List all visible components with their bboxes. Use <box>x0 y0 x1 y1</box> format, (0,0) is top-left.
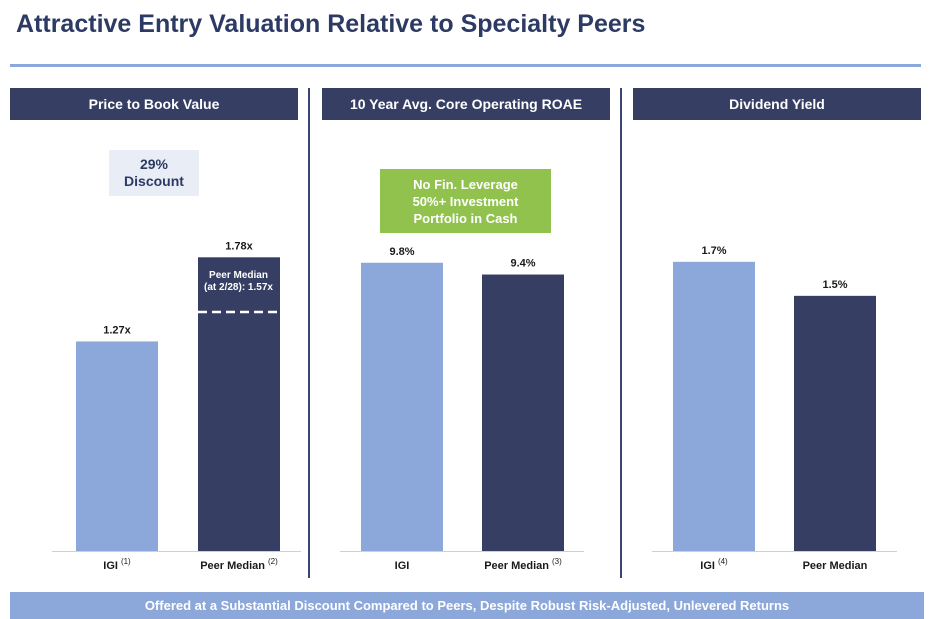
panel-divider-1 <box>308 88 310 578</box>
bar-igi <box>76 341 158 551</box>
category-label: Peer Median <box>803 560 868 572</box>
title-rule <box>10 64 921 67</box>
data-label: 1.78x <box>225 240 253 252</box>
bar-peer-median <box>794 295 876 551</box>
peer-median-note-line-1: Peer Median <box>209 270 268 281</box>
leverage-callout-line-3: Portfolio in Cash <box>413 210 518 226</box>
data-label: 9.4% <box>510 258 535 270</box>
discount-callout-value: 29% <box>139 156 169 172</box>
peer-median-note-line-2: (at 2/28): 1.57x <box>204 282 273 293</box>
data-label: 1.5% <box>822 279 847 291</box>
footnote-marker: (4) <box>718 557 728 566</box>
category-label: Peer Median (2) <box>200 557 278 572</box>
leverage-callout-line-1: No Fin. Leverage <box>413 176 518 192</box>
peer-median-note: Peer Median (at 2/28): 1.57x <box>197 270 280 294</box>
leverage-callout: No Fin. Leverage 50%+ Investment Portfol… <box>380 169 551 233</box>
footnote-marker: (2) <box>268 557 278 566</box>
panel-header-price-to-book: Price to Book Value <box>10 88 298 120</box>
category-label: IGI (4) <box>700 557 728 572</box>
data-label: 1.7% <box>701 245 726 257</box>
bar-igi <box>673 261 755 551</box>
panel-divider-2 <box>620 88 622 578</box>
panel-header-roae: 10 Year Avg. Core Operating ROAE <box>322 88 610 120</box>
category-label: Peer Median (3) <box>484 557 562 572</box>
bar-peer-median <box>198 257 280 551</box>
footnote-marker: (3) <box>552 557 562 566</box>
bar-peer-median <box>482 274 564 551</box>
leverage-callout-line-2: 50%+ Investment <box>412 193 519 209</box>
discount-callout: 29% Discount <box>109 150 199 196</box>
footnote-marker: (1) <box>121 557 131 566</box>
category-label: IGI (1) <box>103 557 131 572</box>
data-label: 9.8% <box>389 246 414 258</box>
category-label: IGI <box>395 560 410 572</box>
discount-callout-label: Discount <box>124 173 184 189</box>
page-title: Attractive Entry Valuation Relative to S… <box>16 10 646 38</box>
footer-banner: Offered at a Substantial Discount Compar… <box>10 592 924 619</box>
panel-header-dividend-yield: Dividend Yield <box>633 88 921 120</box>
bar-igi <box>361 262 443 551</box>
data-label: 1.27x <box>103 324 131 336</box>
